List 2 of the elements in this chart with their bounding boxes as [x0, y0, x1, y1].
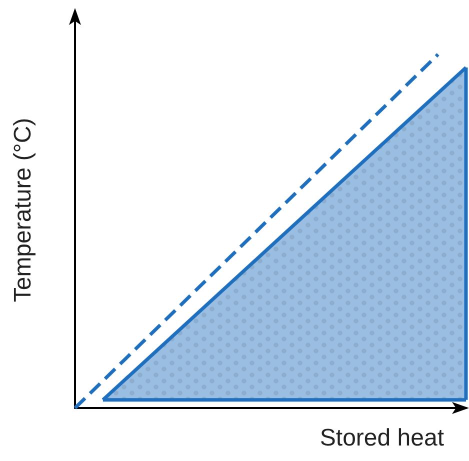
y-axis-title: Temperature (°C) [10, 118, 36, 302]
x-axis-title: Stored heat [320, 424, 444, 452]
